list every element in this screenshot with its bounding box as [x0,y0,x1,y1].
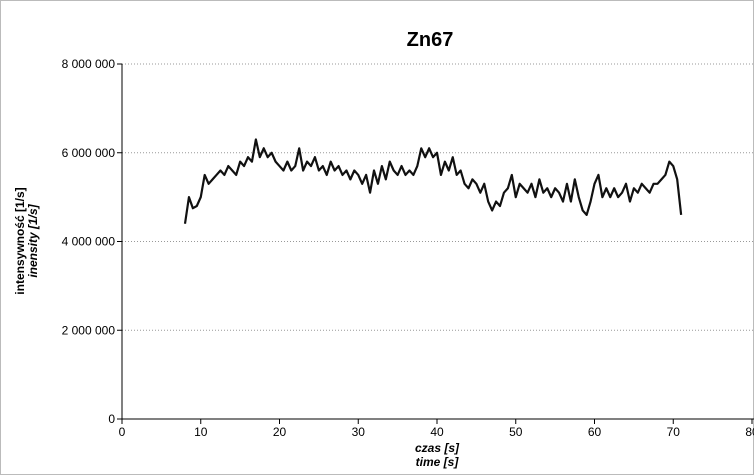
y-tick-label: 6 000 000 [62,146,116,160]
x-tick-label: 10 [194,425,208,439]
y-tick-label: 0 [108,412,115,426]
x-tick-label: 50 [509,425,523,439]
y-tick-label: 2 000 000 [62,323,116,337]
x-axis-label: czas [s] [415,441,460,455]
y-axis-label: intensywność [1/s] [13,187,27,294]
x-tick-label: 0 [119,425,126,439]
y-axis-label: inensity [1/s] [26,203,40,277]
y-tick-label: 4 000 000 [62,235,116,249]
y-tick-label: 8 000 000 [62,57,116,71]
x-tick-label: 30 [352,425,366,439]
x-tick-label: 40 [430,425,444,439]
x-tick-label: 60 [588,425,602,439]
x-tick-label: 70 [667,425,681,439]
data-line [183,138,683,224]
x-tick-label: 20 [273,425,287,439]
x-tick-label: 80 [745,425,754,439]
x-axis-label: time [s] [416,455,460,469]
chart-title: Zn67 [407,29,454,51]
